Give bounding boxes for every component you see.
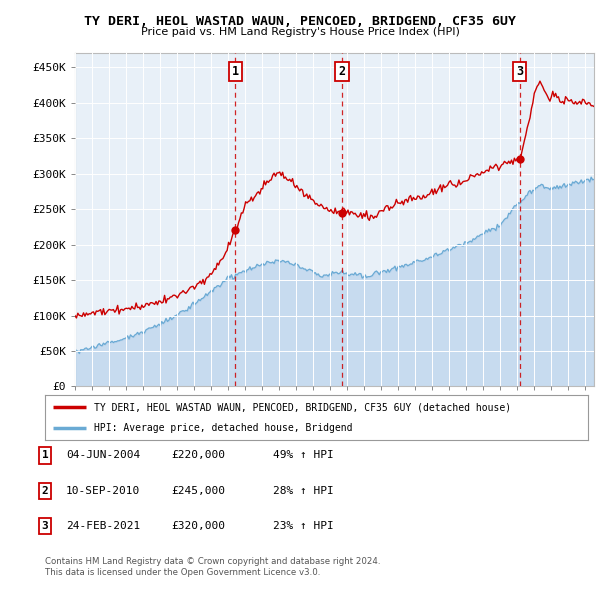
Text: This data is licensed under the Open Government Licence v3.0.: This data is licensed under the Open Gov… — [45, 568, 320, 577]
Text: £220,000: £220,000 — [171, 451, 225, 460]
Text: 1: 1 — [41, 451, 49, 460]
Text: Contains HM Land Registry data © Crown copyright and database right 2024.: Contains HM Land Registry data © Crown c… — [45, 558, 380, 566]
Text: HPI: Average price, detached house, Bridgend: HPI: Average price, detached house, Brid… — [94, 422, 352, 432]
Text: 10-SEP-2010: 10-SEP-2010 — [66, 486, 140, 496]
Text: £245,000: £245,000 — [171, 486, 225, 496]
Text: 49% ↑ HPI: 49% ↑ HPI — [273, 451, 334, 460]
Text: 23% ↑ HPI: 23% ↑ HPI — [273, 522, 334, 531]
Text: TY DERI, HEOL WASTAD WAUN, PENCOED, BRIDGEND, CF35 6UY: TY DERI, HEOL WASTAD WAUN, PENCOED, BRID… — [84, 15, 516, 28]
Text: 28% ↑ HPI: 28% ↑ HPI — [273, 486, 334, 496]
Text: 2: 2 — [338, 65, 346, 78]
Text: 3: 3 — [517, 65, 524, 78]
Text: 3: 3 — [41, 522, 49, 531]
Text: 1: 1 — [232, 65, 239, 78]
Text: 04-JUN-2004: 04-JUN-2004 — [66, 451, 140, 460]
Text: Price paid vs. HM Land Registry's House Price Index (HPI): Price paid vs. HM Land Registry's House … — [140, 27, 460, 37]
Text: 24-FEB-2021: 24-FEB-2021 — [66, 522, 140, 531]
Text: TY DERI, HEOL WASTAD WAUN, PENCOED, BRIDGEND, CF35 6UY (detached house): TY DERI, HEOL WASTAD WAUN, PENCOED, BRID… — [94, 402, 511, 412]
Text: 2: 2 — [41, 486, 49, 496]
Text: £320,000: £320,000 — [171, 522, 225, 531]
